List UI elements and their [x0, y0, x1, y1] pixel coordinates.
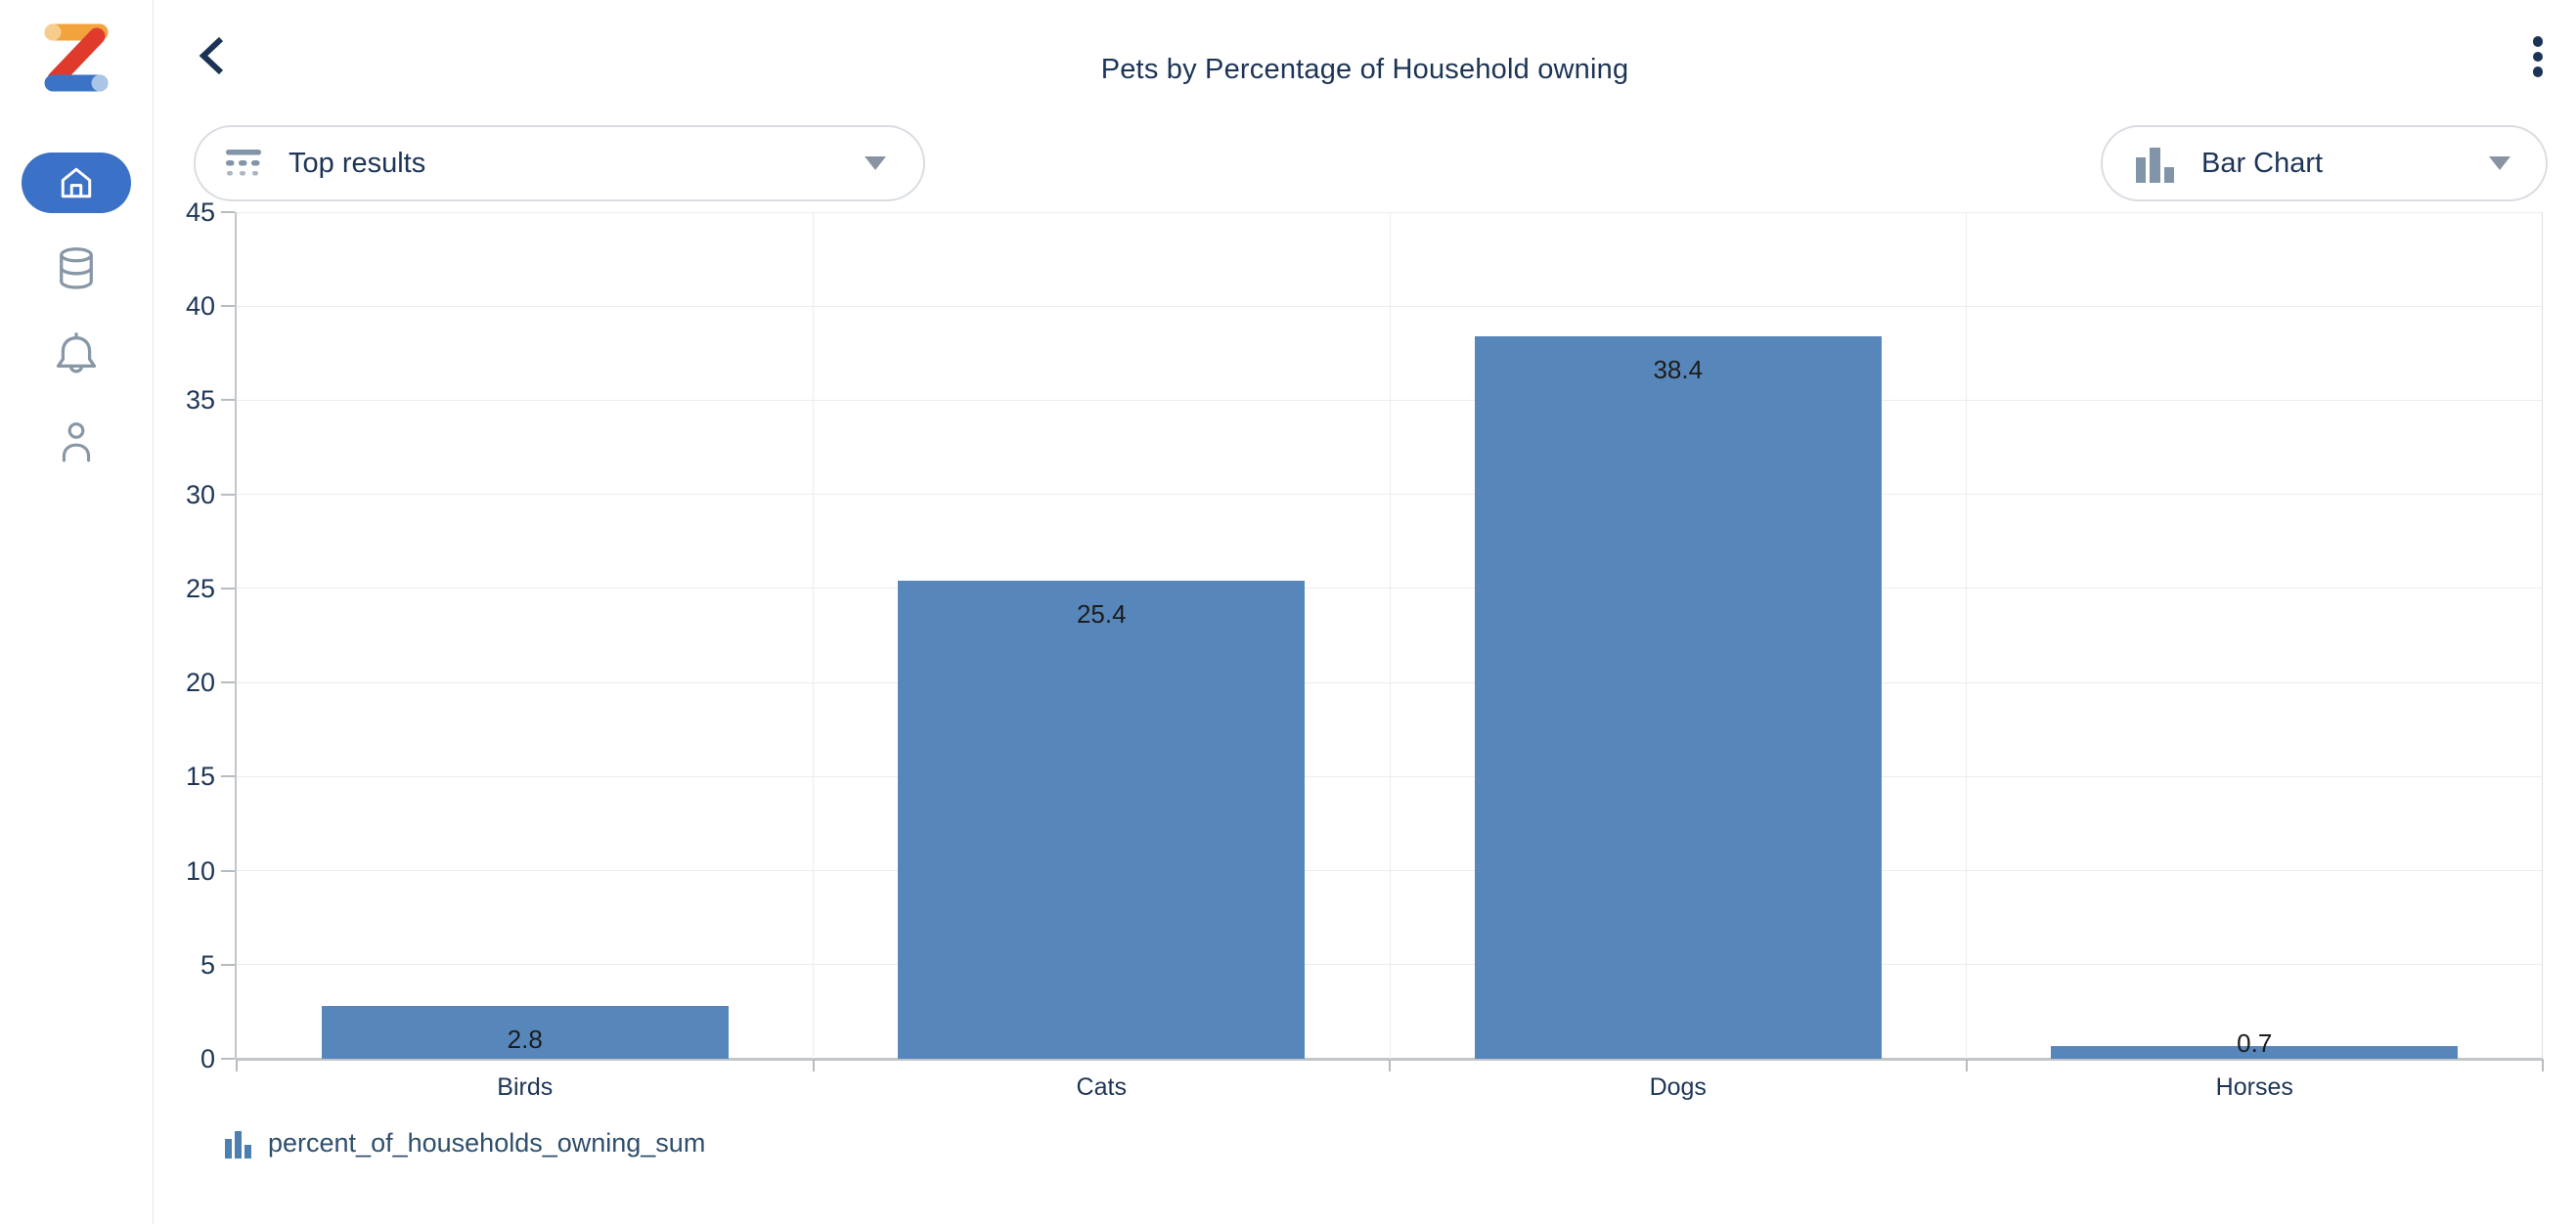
y-tick — [221, 1058, 235, 1060]
x-axis-label: Dogs — [1649, 1073, 1707, 1101]
y-axis-label: 35 — [185, 385, 215, 415]
y-axis-label: 30 — [185, 479, 215, 509]
zoho-z-logo-icon — [44, 23, 109, 92]
chart-type-label: Bar Chart — [2201, 147, 2324, 179]
y-tick — [221, 587, 235, 590]
bar-dogs[interactable] — [1474, 336, 1882, 1059]
back-chevron-icon — [199, 36, 224, 74]
y-axis-label: 45 — [185, 197, 215, 227]
x-axis-label: Birds — [497, 1073, 554, 1101]
y-tick — [221, 493, 235, 496]
chevron-down-icon — [2489, 156, 2510, 170]
sidebar-item-data[interactable] — [51, 246, 102, 293]
chevron-down-icon — [865, 156, 886, 170]
y-tick — [221, 869, 235, 872]
y-axis-label: 5 — [200, 949, 215, 980]
category-separator — [1966, 212, 1967, 1059]
bar-value-label: 0.7 — [2237, 1027, 2273, 1058]
y-axis-label: 20 — [185, 668, 215, 698]
bar-chart-type-icon — [2136, 148, 2174, 183]
x-tick — [2542, 1059, 2544, 1071]
kebab-dot — [2532, 51, 2544, 63]
sidebar-item-home[interactable] — [22, 153, 131, 213]
zoho-logo[interactable] — [35, 20, 117, 96]
bell-icon — [56, 332, 97, 373]
y-tick — [221, 211, 235, 213]
sidebar-item-notifications[interactable] — [51, 330, 102, 379]
y-axis-label: 40 — [185, 291, 215, 322]
legend-label: percent_of_households_owning_sum — [268, 1128, 706, 1158]
bar-value-label: 25.4 — [1076, 599, 1127, 630]
bar-horses[interactable] — [2051, 1045, 2459, 1059]
kebab-dot — [2532, 36, 2544, 47]
user-icon — [62, 422, 91, 462]
bar-value-label: 38.4 — [1653, 355, 1704, 384]
page-title: Pets by Percentage of Household owning — [1100, 54, 1629, 86]
x-axis-label: Cats — [1076, 1073, 1127, 1101]
x-tick — [1965, 1059, 1968, 1071]
y-axis-label: 0 — [200, 1044, 215, 1073]
bar-value-label: 2.8 — [507, 1025, 543, 1055]
top-results-filter-icon — [226, 150, 261, 176]
chart-legend[interactable]: percent_of_households_owning_sum — [225, 1128, 705, 1158]
y-tick — [221, 775, 235, 778]
top-results-label: Top results — [289, 147, 426, 179]
y-tick — [221, 963, 235, 966]
home-icon — [61, 167, 92, 198]
plot-right-border — [2542, 212, 2543, 1059]
chart-type-dropdown[interactable]: Bar Chart — [2101, 125, 2548, 201]
back-button[interactable] — [188, 31, 235, 82]
x-tick — [236, 1059, 238, 1071]
y-axis-label: 10 — [185, 855, 215, 886]
database-icon — [60, 247, 93, 289]
bar-series-icon — [225, 1131, 251, 1158]
y-axis-label: 15 — [185, 762, 215, 792]
y-axis-line — [235, 212, 237, 1059]
x-tick — [1389, 1059, 1391, 1071]
category-separator — [1389, 212, 1391, 1059]
y-tick — [221, 399, 235, 402]
more-menu-button[interactable] — [2525, 33, 2551, 80]
kebab-dot — [2532, 66, 2544, 77]
bar-birds[interactable] — [321, 1006, 729, 1059]
y-tick — [221, 305, 235, 308]
sidebar — [0, 0, 154, 1224]
x-axis-label: Horses — [2215, 1073, 2293, 1101]
y-axis-label: 25 — [185, 573, 215, 603]
category-separator — [813, 212, 814, 1059]
top-results-dropdown[interactable]: Top results — [194, 125, 925, 201]
x-tick — [812, 1059, 815, 1071]
y-tick — [221, 681, 235, 684]
sidebar-item-profile[interactable] — [53, 418, 100, 465]
bar-cats[interactable] — [898, 581, 1306, 1059]
